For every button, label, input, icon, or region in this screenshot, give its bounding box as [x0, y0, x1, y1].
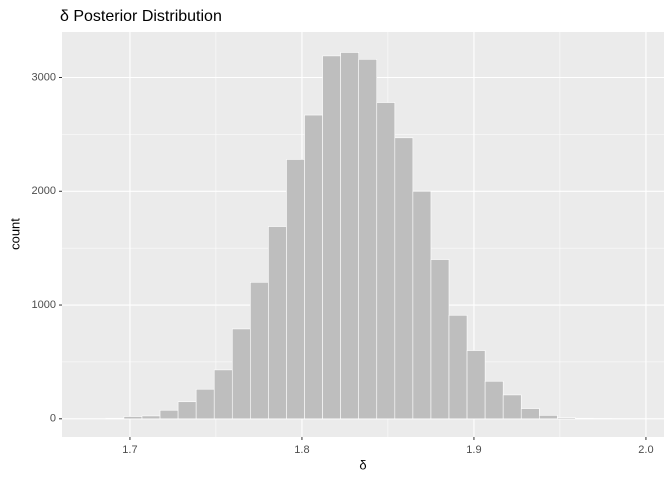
x-tick-label: 1.7 — [122, 444, 137, 456]
x-tick-label: 2.0 — [638, 444, 653, 456]
bar — [394, 137, 414, 420]
y-tick-label: 0 — [50, 413, 56, 425]
bar — [159, 409, 179, 420]
bar — [268, 226, 287, 420]
x-tick-label: 1.8 — [294, 444, 309, 456]
bar — [502, 394, 522, 420]
bar — [250, 281, 269, 420]
bar — [141, 415, 161, 420]
bar — [466, 350, 486, 420]
bar — [557, 417, 576, 420]
x-axis-title: δ — [359, 457, 366, 472]
bar — [538, 415, 558, 420]
bar — [412, 190, 432, 420]
bar — [358, 59, 378, 420]
bar — [213, 369, 233, 420]
bar — [231, 328, 251, 420]
bar — [484, 380, 504, 420]
chart-title: δ Posterior Distribution — [60, 8, 222, 25]
bar — [340, 52, 360, 420]
y-tick-label: 3000 — [32, 71, 56, 83]
bars — [105, 52, 630, 420]
bar — [123, 416, 143, 420]
bar — [177, 401, 197, 420]
bar — [322, 55, 341, 420]
bar — [376, 102, 396, 420]
bar — [105, 417, 125, 420]
bar — [448, 314, 468, 420]
bar — [286, 159, 305, 420]
x-tick-label: 1.9 — [466, 444, 481, 456]
y-tick-label: 2000 — [32, 185, 56, 197]
y-tick-label: 1000 — [32, 299, 56, 311]
bar — [430, 259, 450, 420]
bar — [520, 408, 540, 420]
bar — [575, 417, 594, 420]
bar — [304, 114, 323, 420]
y-axis-title: count — [7, 218, 22, 250]
bar — [195, 388, 215, 420]
